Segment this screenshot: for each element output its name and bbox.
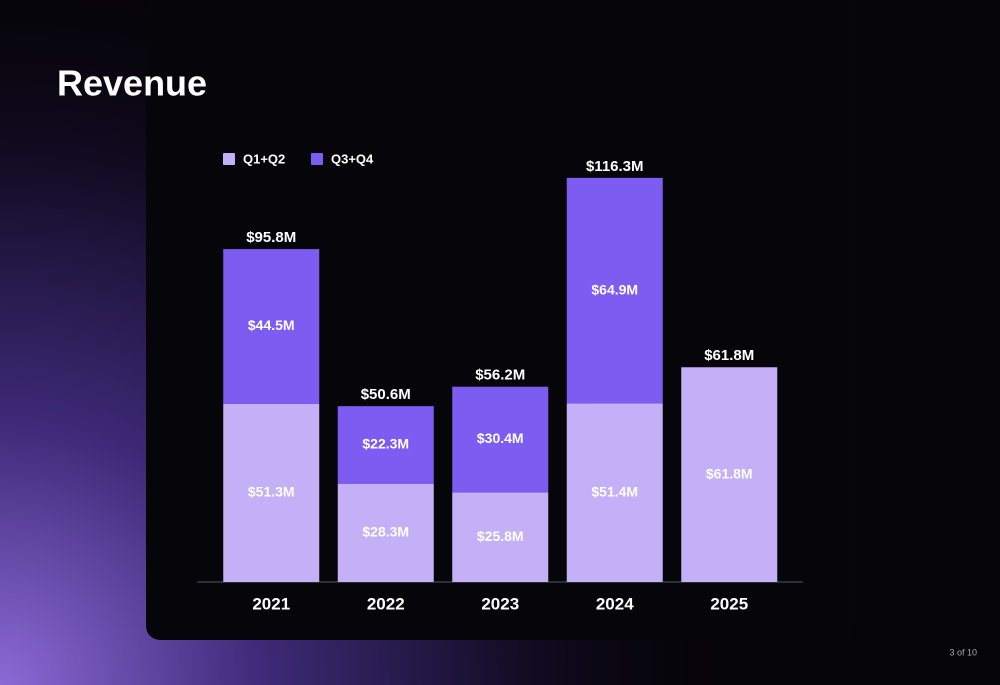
value-label: $25.8M bbox=[477, 528, 524, 544]
bar-segment bbox=[223, 249, 320, 404]
bar-segment bbox=[566, 177, 663, 404]
total-label: $61.8M bbox=[704, 347, 754, 364]
value-label: $22.3M bbox=[362, 436, 409, 452]
total-label: $95.8M bbox=[246, 229, 296, 246]
value-label: $28.3M bbox=[362, 524, 409, 540]
x-tick-label: 2025 bbox=[710, 594, 748, 613]
chart-card bbox=[146, 0, 855, 640]
x-tick-label: 2021 bbox=[252, 594, 290, 613]
total-label: $50.6M bbox=[361, 386, 411, 403]
bar-segment bbox=[337, 483, 434, 582]
total-label: $56.2M bbox=[475, 367, 525, 384]
bar-segment bbox=[452, 492, 549, 582]
value-label: $51.4M bbox=[591, 483, 638, 499]
legend-swatch bbox=[311, 153, 323, 165]
bar-segment bbox=[223, 403, 320, 582]
legend-swatch bbox=[223, 153, 235, 165]
value-label: $44.5M bbox=[248, 317, 295, 333]
legend-label: Q1+Q2 bbox=[243, 151, 285, 166]
value-label: $64.9M bbox=[591, 281, 638, 297]
value-label: $30.4M bbox=[477, 430, 524, 446]
total-label: $116.3M bbox=[586, 158, 644, 175]
bar-segment bbox=[337, 406, 434, 484]
bar-segment bbox=[566, 403, 663, 582]
value-label: $61.8M bbox=[706, 465, 753, 481]
bar-segment bbox=[452, 386, 549, 493]
x-tick-label: 2024 bbox=[596, 594, 634, 613]
x-tick-label: 2022 bbox=[367, 594, 405, 613]
slide-title: Revenue bbox=[57, 63, 207, 104]
page-number: 3 of 10 bbox=[949, 647, 977, 657]
bar-segment bbox=[681, 367, 778, 582]
legend-label: Q3+Q4 bbox=[331, 151, 374, 166]
value-label: $51.3M bbox=[248, 484, 295, 500]
x-tick-label: 2023 bbox=[481, 594, 519, 613]
